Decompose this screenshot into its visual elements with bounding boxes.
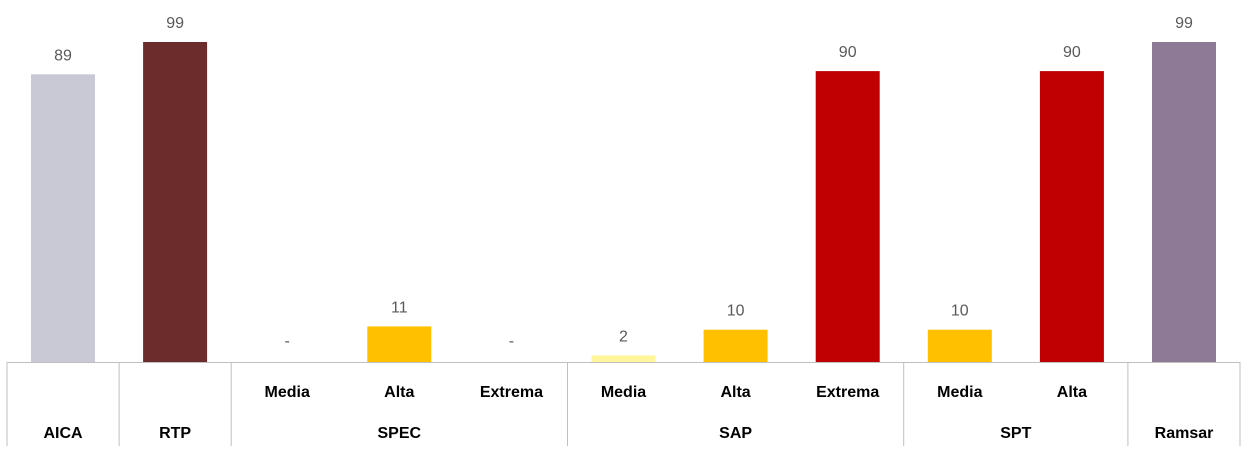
subcategory-label-sap-extrema: Extrema	[816, 384, 879, 401]
group-label-ramsar: Ramsar	[1155, 425, 1214, 442]
value-label-rtp: 99	[166, 15, 184, 32]
value-label-sap-alta: 10	[727, 303, 745, 320]
group-label-sap: SAP	[719, 425, 752, 442]
subcategory-label-spec-alta: Alta	[384, 384, 414, 401]
subcategory-label-spec-media: Media	[265, 384, 310, 401]
value-labels-layer: 89 99 - 11 - 2 10 90 10 90 99	[54, 15, 1193, 350]
subcategory-label-spt-media: Media	[937, 384, 982, 401]
subcategory-label-spec-extrema: Extrema	[480, 384, 543, 401]
value-label-spt-alta: 90	[1063, 44, 1081, 61]
bar-sap-media	[591, 355, 656, 362]
value-label-aica: 89	[54, 47, 72, 64]
bar-rtp	[143, 42, 208, 362]
value-label-spec-alta: 11	[391, 299, 408, 316]
group-label-aica: AICA	[43, 425, 83, 442]
bar-sap-extrema	[815, 71, 880, 362]
category-axis: Media Alta Extrema Media Alta Extrema Media Alt…	[6, 362, 1241, 446]
subcategory-label-spt-alta: Alta	[1057, 384, 1087, 401]
bar-sap-alta	[703, 329, 768, 362]
bar-spt-media	[927, 329, 992, 362]
bar-ramsar	[1152, 42, 1216, 362]
value-label-sap-extrema: 90	[839, 44, 857, 61]
value-label-spec-extrema: -	[509, 333, 514, 350]
value-label-ramsar: 99	[1175, 15, 1193, 32]
value-label-spec-media: -	[285, 333, 290, 350]
bar-spec-alta	[367, 326, 432, 362]
group-label-spt: SPT	[1000, 425, 1031, 442]
subcategory-label-sap-alta: Alta	[720, 384, 750, 401]
group-label-spec: SPEC	[378, 425, 422, 442]
bar-aica	[31, 74, 95, 363]
bars-layer	[31, 42, 1216, 363]
bar-spt-alta	[1039, 71, 1104, 362]
subcategory-label-sap-media: Media	[601, 384, 646, 401]
value-label-sap-media: 2	[619, 329, 628, 346]
value-label-spt-media: 10	[951, 303, 969, 320]
group-label-rtp: RTP	[159, 425, 191, 442]
